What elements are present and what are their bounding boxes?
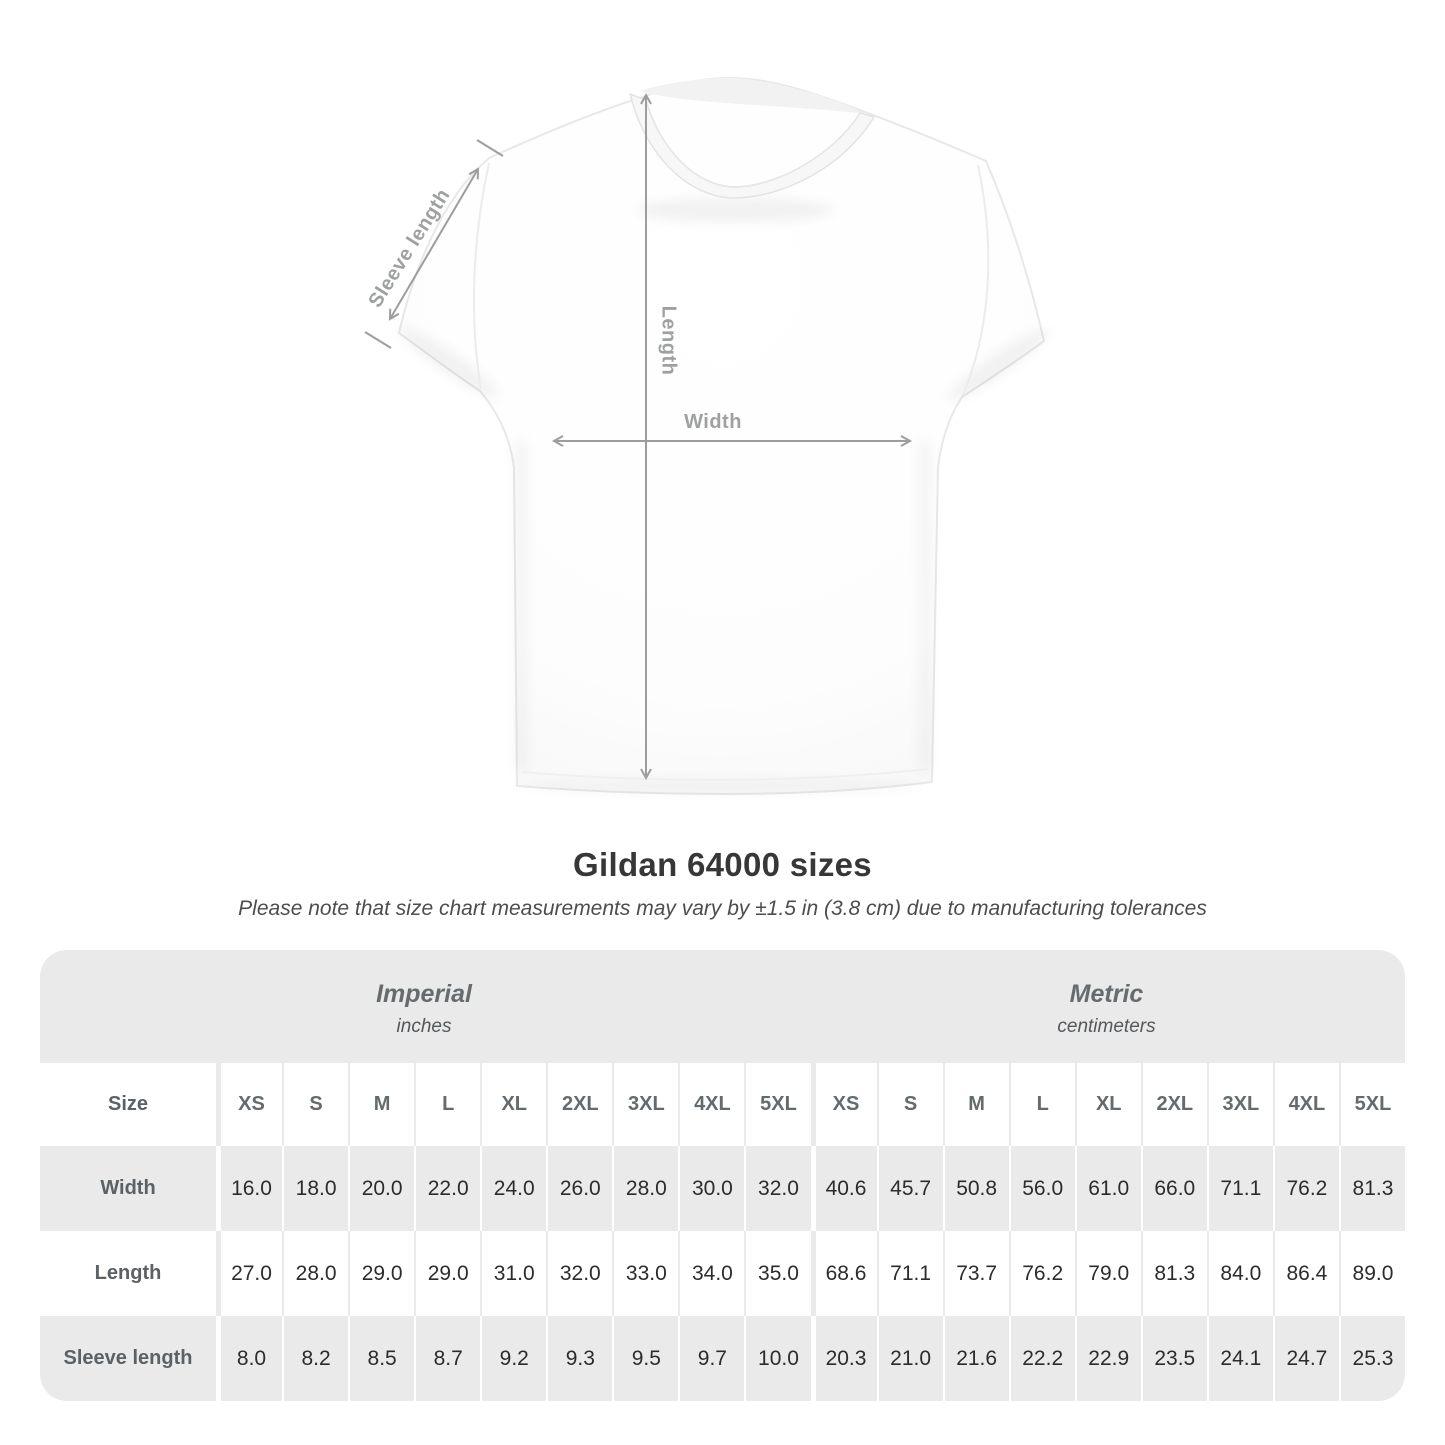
length-metric-5xl: 89.0 [1338, 1231, 1405, 1316]
table-row-width: Width 16.0 18.0 20.0 22.0 24.0 26.0 28.0 30.0 32.… [40, 1146, 1405, 1231]
width-metric-m: 50.8 [942, 1146, 1009, 1231]
metric-label: Metric [1069, 979, 1144, 1008]
width-metric-2xl: 66.0 [1140, 1146, 1207, 1231]
length-metric-4xl: 86.4 [1272, 1231, 1339, 1316]
width-imperial-xs: 16.0 [216, 1146, 282, 1231]
length-imperial-3xl: 33.0 [612, 1231, 678, 1316]
size-header-metric-xs: XS [810, 1063, 877, 1146]
sleeve-length-metric-m: 21.6 [942, 1316, 1009, 1401]
width-label: Width [684, 411, 742, 433]
length-metric-xs: 68.6 [810, 1231, 877, 1316]
width-imperial-5xl: 32.0 [744, 1146, 810, 1231]
length-imperial-m: 29.0 [348, 1231, 414, 1316]
length-imperial-xl: 31.0 [480, 1231, 546, 1316]
width-imperial-4xl: 30.0 [678, 1146, 744, 1231]
metric-group-header: Metric centimeters [808, 950, 1405, 1063]
width-imperial-s: 18.0 [282, 1146, 348, 1231]
size-header-imperial-xl: XL [480, 1063, 546, 1146]
tshirt-measurement-diagram: Sleeve length Length Width [364, 77, 1050, 795]
table-row-sleeve-length: Sleeve length 8.0 8.2 8.5 8.7 9.2 9.3 9.5 9.7 10.… [40, 1316, 1405, 1401]
sleeve-length-metric-s: 21.0 [876, 1316, 943, 1401]
table-row-length: Length 27.0 28.0 29.0 29.0 31.0 32.0 33.0 34.0 35… [40, 1231, 1405, 1316]
length-imperial-5xl: 35.0 [744, 1231, 810, 1316]
size-table: Imperial inches Metric centimeters Size … [40, 950, 1405, 1401]
sleeve-length-arrow-icon [388, 167, 480, 321]
sleeve-length-imperial-3xl: 9.5 [612, 1316, 678, 1401]
sleeve-length-metric-l: 22.2 [1008, 1316, 1075, 1401]
size-header-row: Size XS S M L XL 2XL 3XL 4XL 5XL XS S M L XL 2XL 3XL 4XL… [40, 1063, 1405, 1146]
size-header-imperial-4xl: 4XL [678, 1063, 744, 1146]
imperial-label: Imperial [376, 979, 472, 1008]
tshirt-image [364, 77, 1050, 795]
width-imperial-xl: 24.0 [480, 1146, 546, 1231]
size-header-metric-m: M [942, 1063, 1009, 1146]
row-label-length: Length [94, 1262, 162, 1284]
length-metric-s: 71.1 [876, 1231, 943, 1316]
sleeve-length-metric-4xl: 24.7 [1272, 1316, 1339, 1401]
size-header-imperial-3xl: 3XL [612, 1063, 678, 1146]
width-imperial-3xl: 28.0 [612, 1146, 678, 1231]
size-header-imperial-2xl: 2XL [546, 1063, 612, 1146]
row-label-width: Width [100, 1177, 156, 1199]
width-metric-l: 56.0 [1008, 1146, 1075, 1231]
width-metric-3xl: 71.1 [1206, 1146, 1273, 1231]
length-imperial-xs: 27.0 [216, 1231, 282, 1316]
imperial-group-header: Imperial inches [40, 950, 808, 1063]
sleeve-length-metric-xs: 20.3 [810, 1316, 877, 1401]
size-header-metric-xl: XL [1074, 1063, 1141, 1146]
width-metric-4xl: 76.2 [1272, 1146, 1339, 1231]
width-imperial-2xl: 26.0 [546, 1146, 612, 1231]
size-header-imperial-l: L [414, 1063, 480, 1146]
length-imperial-2xl: 32.0 [546, 1231, 612, 1316]
sleeve-length-metric-xl: 22.9 [1074, 1316, 1141, 1401]
imperial-unit-label: inches [396, 1015, 452, 1037]
size-header-imperial-xs: XS [216, 1063, 282, 1146]
size-header-imperial-5xl: 5XL [744, 1063, 810, 1146]
size-header-metric-3xl: 3XL [1206, 1063, 1273, 1146]
width-metric-s: 45.7 [876, 1146, 943, 1231]
sleeve-length-metric-5xl: 25.3 [1338, 1316, 1405, 1401]
tolerance-note: Please note that size chart measurements… [238, 897, 1207, 920]
page-title: Gildan 64000 sizes [573, 846, 872, 883]
sleeve-length-imperial-xl: 9.2 [480, 1316, 546, 1401]
size-header-metric-s: S [876, 1063, 943, 1146]
size-table-body: Width 16.0 18.0 20.0 22.0 24.0 26.0 28.0 30.0 32.… [40, 1146, 1405, 1401]
measurement-arrows [364, 92, 913, 781]
width-imperial-m: 20.0 [348, 1146, 414, 1231]
size-header-metric-l: L [1008, 1063, 1075, 1146]
sleeve-length-imperial-l: 8.7 [414, 1316, 480, 1401]
size-header-imperial-s: S [282, 1063, 348, 1146]
width-imperial-l: 22.0 [414, 1146, 480, 1231]
length-metric-l: 76.2 [1008, 1231, 1075, 1316]
length-label: Length [657, 305, 680, 376]
size-header-metric-4xl: 4XL [1272, 1063, 1339, 1146]
sleeve-length-imperial-xs: 8.0 [216, 1316, 282, 1401]
length-imperial-s: 28.0 [282, 1231, 348, 1316]
sleeve-length-metric-3xl: 24.1 [1206, 1316, 1273, 1401]
sleeve-length-imperial-4xl: 9.7 [678, 1316, 744, 1401]
length-metric-2xl: 81.3 [1140, 1231, 1207, 1316]
sleeve-length-imperial-s: 8.2 [282, 1316, 348, 1401]
size-corner-label: Size [107, 1093, 149, 1115]
size-header-metric-5xl: 5XL [1338, 1063, 1405, 1146]
sleeve-length-imperial-2xl: 9.3 [546, 1316, 612, 1401]
width-metric-xl: 61.0 [1074, 1146, 1141, 1231]
length-metric-3xl: 84.0 [1206, 1231, 1273, 1316]
unit-group-header-row: Imperial inches Metric centimeters [40, 950, 1405, 1063]
width-metric-xs: 40.6 [810, 1146, 877, 1231]
width-metric-5xl: 81.3 [1338, 1146, 1405, 1231]
metric-unit-label: centimeters [1057, 1015, 1156, 1037]
length-imperial-4xl: 34.0 [678, 1231, 744, 1316]
length-imperial-l: 29.0 [414, 1231, 480, 1316]
row-label-sleeve-length: Sleeve length [63, 1347, 193, 1369]
size-header-metric-2xl: 2XL [1140, 1063, 1207, 1146]
sleeve-length-imperial-5xl: 10.0 [744, 1316, 810, 1401]
sleeve-length-metric-2xl: 23.5 [1140, 1316, 1207, 1401]
length-metric-xl: 79.0 [1074, 1231, 1141, 1316]
size-header-imperial-m: M [348, 1063, 414, 1146]
shirt-graphic [396, 77, 1050, 795]
length-metric-m: 73.7 [942, 1231, 1009, 1316]
sleeve-length-imperial-m: 8.5 [348, 1316, 414, 1401]
